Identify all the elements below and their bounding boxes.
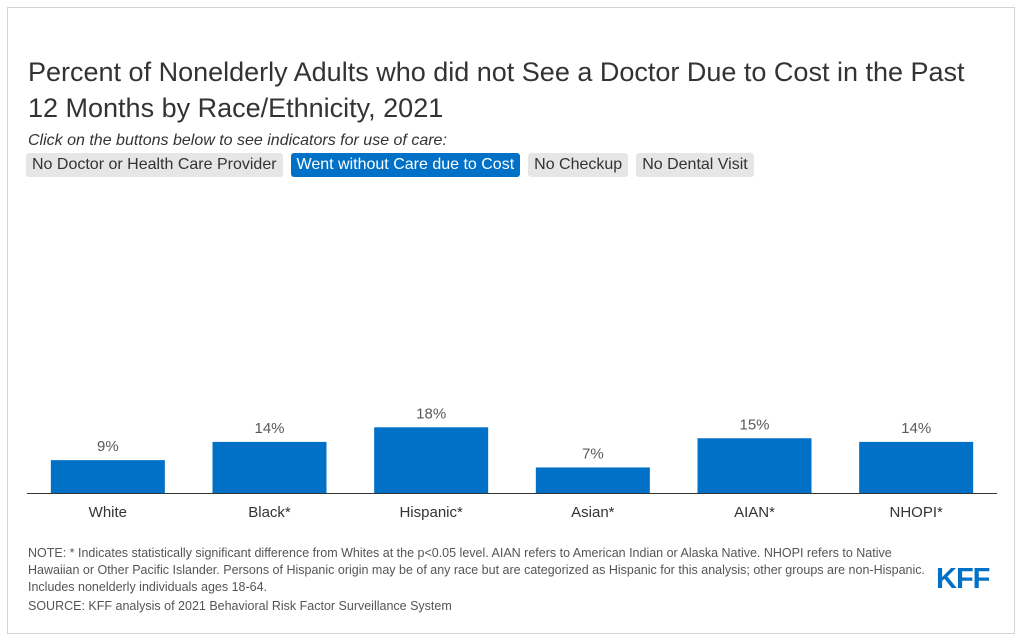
chart-note: NOTE: * Indicates statistically signific… (28, 546, 925, 594)
data-label-5: 14% (901, 420, 931, 437)
no-checkup-button[interactable]: No Checkup (528, 153, 629, 177)
category-label-0: White (89, 504, 127, 521)
category-label-3: Asian* (571, 504, 615, 521)
chart-frame (7, 7, 1015, 634)
data-label-3: 7% (582, 445, 604, 462)
indicator-button-group: No Doctor or Health Care Provider Went w… (26, 153, 754, 177)
bar-3[interactable] (535, 467, 650, 493)
category-label-5: NHOPI* (889, 504, 943, 521)
bar-4[interactable] (697, 438, 812, 493)
no-dental-visit-button[interactable]: No Dental Visit (636, 153, 754, 177)
bar-0[interactable] (50, 460, 165, 493)
kff-logo: KFF (936, 563, 990, 595)
category-label-4: AIAN* (734, 504, 775, 521)
category-label-1: Black* (248, 504, 291, 521)
data-label-0: 9% (97, 438, 119, 455)
bar-5[interactable] (859, 441, 974, 493)
chart-source: SOURCE: KFF analysis of 2021 Behavioral … (28, 599, 452, 613)
no-doctor-button[interactable]: No Doctor or Health Care Provider (26, 153, 283, 177)
bar-2[interactable] (374, 427, 489, 493)
data-label-2: 18% (416, 405, 446, 422)
instruction-text: Click on the buttons below to see indica… (28, 132, 447, 149)
chart-title: Percent of Nonelderly Adults who did not… (28, 57, 965, 123)
went-without-care-button[interactable]: Went without Care due to Cost (290, 153, 521, 177)
category-label-2: Hispanic* (399, 504, 463, 521)
bar-1[interactable] (212, 441, 327, 493)
data-label-4: 15% (739, 416, 769, 433)
data-label-1: 14% (254, 420, 284, 437)
